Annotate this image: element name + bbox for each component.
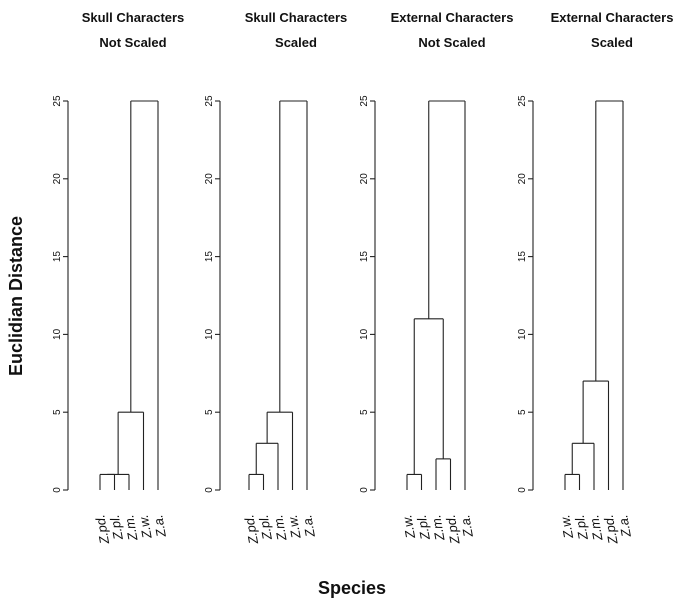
y-tick-label: 10 — [517, 328, 528, 340]
y-tick-label: 15 — [52, 251, 63, 263]
y-tick-label: 25 — [204, 95, 215, 107]
panel-title: External Characters — [551, 10, 674, 25]
y-tick-label: 15 — [359, 251, 370, 263]
y-tick-label: 5 — [204, 409, 215, 415]
leaf-label: Z.a. — [615, 513, 634, 539]
y-tick-label: 25 — [359, 95, 370, 107]
dendrogram-panel: Skull Characters Not Scaled 0 5 10 15 20 25 Z.pd… — [52, 10, 184, 546]
leaf-label: Z.a. — [299, 513, 318, 539]
leaf-label: Z.w. — [285, 513, 304, 540]
y-tick-label: 15 — [204, 251, 215, 263]
leaf-label: Z.m. — [270, 513, 289, 542]
leaf-label: Z.pl. — [414, 513, 433, 542]
y-tick-label: 0 — [359, 487, 370, 493]
dendrogram-panel: External Characters Not Scaled 0 5 10 15 20 25 Z… — [359, 10, 513, 546]
panel-subtitle: Not Scaled — [99, 35, 166, 50]
x-axis-label: Species — [318, 578, 386, 598]
y-axis-label: Euclidian Distance — [6, 216, 26, 376]
y-tick-label: 25 — [517, 95, 528, 107]
panel-subtitle: Not Scaled — [418, 35, 485, 50]
y-tick-label: 20 — [517, 173, 528, 185]
panel-title: Skull Characters — [82, 10, 185, 25]
leaf-label: Z.w. — [399, 513, 418, 540]
y-tick-label: 20 — [204, 173, 215, 185]
leaf-label: Z.m. — [428, 513, 447, 542]
leaf-label: Z.pl. — [572, 513, 591, 542]
panel-title: Skull Characters — [245, 10, 348, 25]
y-tick-label: 5 — [517, 409, 528, 415]
y-tick-label: 10 — [52, 328, 63, 340]
y-tick-label: 15 — [517, 251, 528, 263]
panel-subtitle: Scaled — [591, 35, 633, 50]
leaf-label: Z.pd. — [601, 513, 621, 546]
panel-subtitle: Scaled — [275, 35, 317, 50]
y-tick-label: 10 — [359, 328, 370, 340]
y-tick-label: 5 — [359, 409, 370, 415]
y-tick-label: 10 — [204, 328, 215, 340]
leaf-label: Z.pl. — [107, 513, 126, 542]
panel-title: External Characters — [391, 10, 514, 25]
y-tick-label: 0 — [204, 487, 215, 493]
y-tick-label: 20 — [52, 173, 63, 185]
leaf-label: Z.pd. — [443, 513, 463, 546]
leaf-label: Z.w. — [557, 513, 576, 540]
dendrogram-panel: External CharactersScaled0510152025Z.w.Z… — [517, 10, 673, 546]
y-tick-label: 0 — [52, 487, 63, 493]
leaf-label: Z.pl. — [256, 513, 275, 542]
y-tick-label: 25 — [52, 95, 63, 107]
y-tick-label: 0 — [517, 487, 528, 493]
leaf-label: Z.w. — [136, 513, 155, 540]
leaf-label: Z.a. — [150, 513, 169, 539]
leaf-label: Z.m. — [121, 513, 140, 542]
dendrogram-panel: Skull Characters Scaled 0 5 10 15 20 25 Z.pd.Z.p… — [204, 10, 347, 546]
y-tick-label: 5 — [52, 409, 63, 415]
leaf-label: Z.a. — [457, 513, 476, 539]
leaf-label: Z.pd. — [241, 513, 261, 546]
leaf-label: Z.m. — [586, 513, 605, 542]
leaf-label: Z.pd. — [92, 513, 112, 546]
y-tick-label: 20 — [359, 173, 370, 185]
